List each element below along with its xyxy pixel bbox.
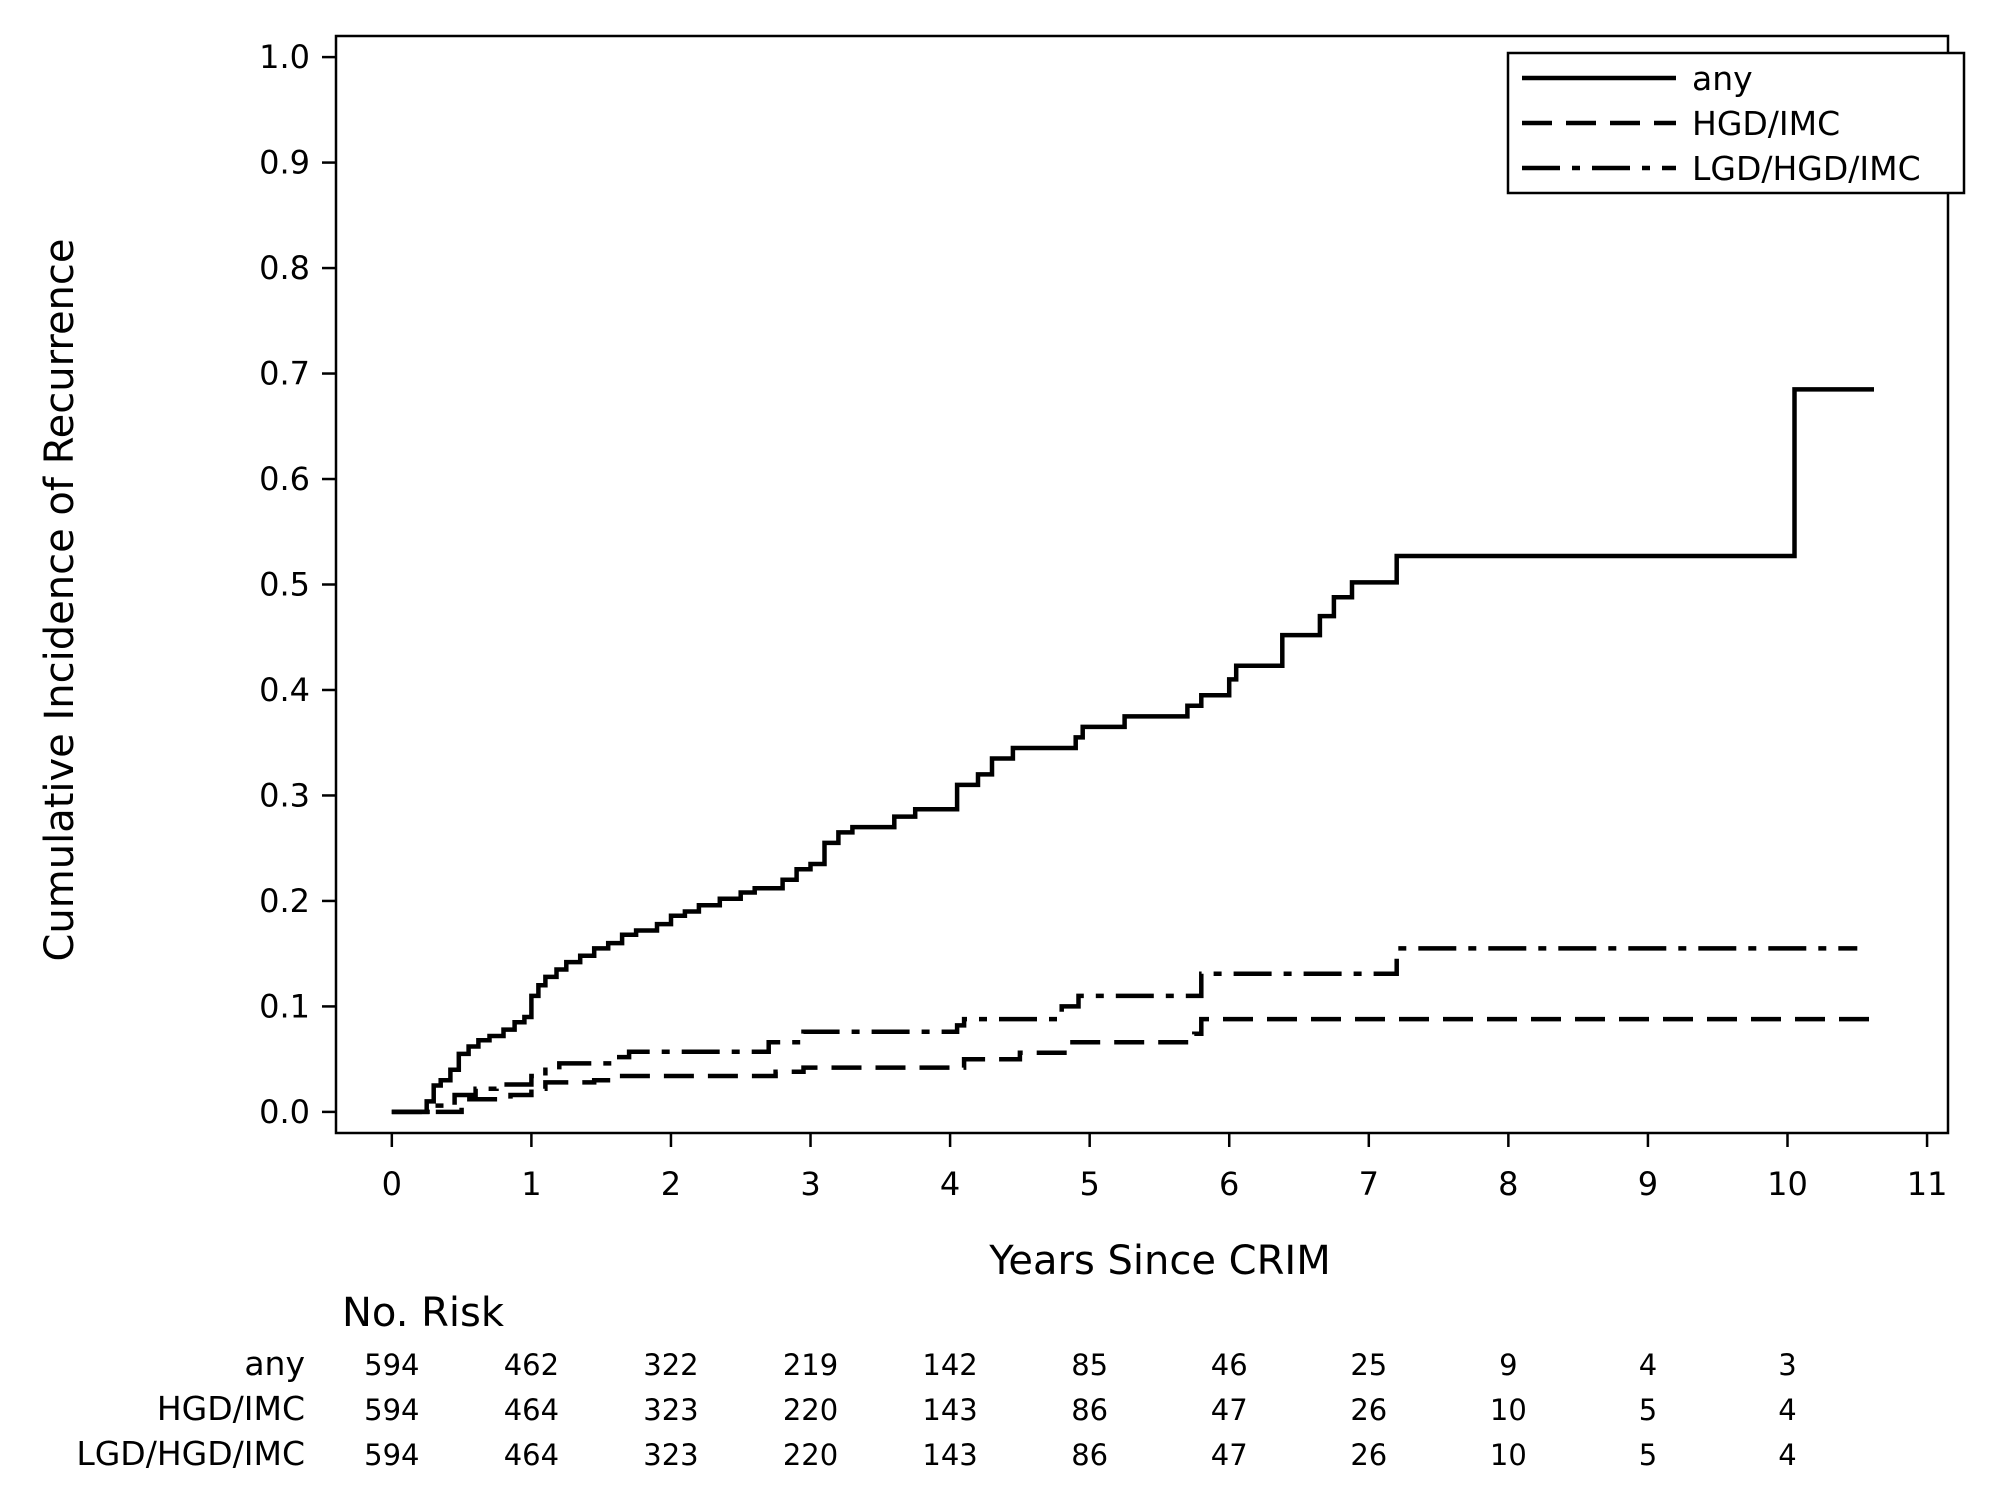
x-tick-label: 7 — [1359, 1165, 1379, 1203]
risk-cell: 85 — [1071, 1348, 1108, 1382]
x-tick-label: 3 — [800, 1165, 820, 1203]
y-tick-label: 0.2 — [259, 882, 310, 920]
risk-table-title: No. Risk — [342, 1290, 505, 1336]
y-axis-label: Cumulative Incidence of Recurrence — [37, 238, 83, 961]
series-line-1 — [391, 387, 1874, 1115]
risk-cell: 143 — [922, 1393, 977, 1427]
x-tick-label: 2 — [661, 1165, 681, 1203]
risk-cell: 5 — [1639, 1438, 1657, 1472]
risk-cell: 86 — [1071, 1393, 1108, 1427]
risk-cell: 220 — [783, 1393, 838, 1427]
risk-cell: 5 — [1639, 1393, 1657, 1427]
risk-cell: 594 — [364, 1438, 419, 1472]
y-axis: 0.0 0.1 0.2 0.3 0.4 0.5 0.6 0.7 0.8 0.9 1.0 — [259, 38, 336, 1131]
risk-cell: 4 — [1639, 1348, 1657, 1382]
risk-cell: 10 — [1490, 1438, 1527, 1472]
risk-cell: 9 — [1499, 1348, 1517, 1382]
x-axis-label: Years Since CRIM — [988, 1238, 1330, 1284]
legend-label-1: any — [1692, 59, 1753, 98]
y-tick-label: 0.3 — [259, 776, 310, 814]
x-tick-label: 10 — [1767, 1165, 1808, 1203]
risk-cell: 323 — [643, 1393, 698, 1427]
y-tick-label: 1.0 — [259, 38, 310, 76]
y-tick-label: 0.4 — [259, 671, 310, 709]
series-layer — [391, 387, 1874, 1115]
x-tick-label: 8 — [1498, 1165, 1518, 1203]
y-tick-label: 0.5 — [259, 566, 310, 604]
risk-cell: 594 — [364, 1393, 419, 1427]
x-axis: 0 1 2 3 4 5 6 7 8 9 10 11 — [382, 1133, 1948, 1203]
risk-cell: 26 — [1350, 1438, 1387, 1472]
risk-row-label: LGD/HGD/IMC — [76, 1434, 305, 1473]
y-tick-label: 0.0 — [259, 1093, 310, 1131]
x-tick-label: 11 — [1907, 1165, 1948, 1203]
series-line-2 — [391, 1016, 1874, 1115]
risk-cell: 220 — [783, 1438, 838, 1472]
risk-cell: 47 — [1211, 1393, 1248, 1427]
risk-cell: 142 — [922, 1348, 977, 1382]
legend-label-3: LGD/HGD/IMC — [1692, 149, 1921, 188]
x-tick-label: 5 — [1079, 1165, 1099, 1203]
y-tick-label: 0.9 — [259, 144, 310, 182]
x-tick-label: 9 — [1638, 1165, 1658, 1203]
risk-cell: 47 — [1211, 1438, 1248, 1472]
y-tick-label: 0.1 — [259, 987, 310, 1025]
risk-table: No. Risk any 594 462 322 219 142 85 46 25 9 4 3 HGD/… — [76, 1290, 1796, 1473]
risk-cell: 46 — [1211, 1348, 1248, 1382]
risk-row-label: HGD/IMC — [157, 1389, 305, 1428]
x-tick-label: 6 — [1219, 1165, 1239, 1203]
plot-frame — [334, 34, 1950, 1135]
series-line-3 — [391, 946, 1858, 1115]
x-tick-label: 4 — [940, 1165, 960, 1203]
risk-cell: 4 — [1778, 1393, 1796, 1427]
y-tick-label: 0.7 — [259, 355, 310, 393]
y-tick-label: 0.6 — [259, 460, 310, 498]
risk-cell: 464 — [504, 1393, 559, 1427]
legend-label-2: HGD/IMC — [1692, 104, 1840, 143]
risk-cell: 26 — [1350, 1393, 1387, 1427]
x-tick-label: 1 — [521, 1165, 541, 1203]
risk-cell: 4 — [1778, 1438, 1796, 1472]
risk-cell: 219 — [783, 1348, 838, 1382]
legend: any HGD/IMC LGD/HGD/IMC — [1506, 51, 1966, 195]
risk-cell: 10 — [1490, 1393, 1527, 1427]
risk-cell: 3 — [1778, 1348, 1796, 1382]
risk-cell: 143 — [922, 1438, 977, 1472]
risk-cell: 322 — [643, 1348, 698, 1382]
risk-cell: 594 — [364, 1348, 419, 1382]
risk-cell: 323 — [643, 1438, 698, 1472]
risk-cell: 462 — [504, 1348, 559, 1382]
x-tick-label: 0 — [382, 1165, 402, 1203]
risk-cell: 86 — [1071, 1438, 1108, 1472]
risk-cell: 464 — [504, 1438, 559, 1472]
y-tick-label: 0.8 — [259, 249, 310, 287]
plot-area — [334, 34, 1950, 1135]
risk-cell: 25 — [1350, 1348, 1387, 1382]
risk-row-label: any — [244, 1344, 305, 1383]
